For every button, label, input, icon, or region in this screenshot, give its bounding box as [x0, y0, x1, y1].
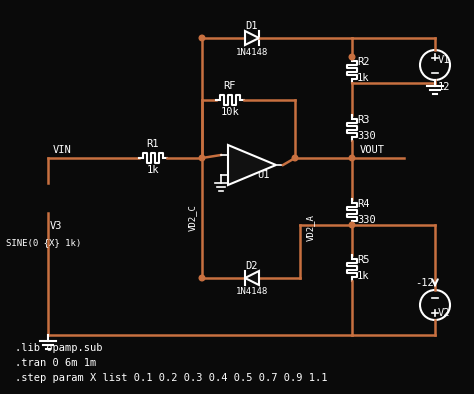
- Text: R3: R3: [357, 115, 370, 125]
- Text: U1: U1: [257, 170, 270, 180]
- Text: +: +: [230, 169, 237, 182]
- Text: D1: D1: [246, 21, 258, 31]
- Text: R2: R2: [357, 57, 370, 67]
- Text: VD2_A: VD2_A: [306, 215, 315, 242]
- Polygon shape: [228, 145, 276, 185]
- Text: VD2_C: VD2_C: [188, 204, 197, 231]
- Text: VIN: VIN: [53, 145, 72, 155]
- Text: 1N4148: 1N4148: [236, 48, 268, 56]
- Text: R1: R1: [147, 139, 159, 149]
- Text: RF: RF: [224, 81, 236, 91]
- Circle shape: [199, 35, 205, 41]
- Text: SINE(0 {X} 1k): SINE(0 {X} 1k): [6, 238, 81, 247]
- Text: V3: V3: [50, 221, 63, 231]
- Text: D2: D2: [246, 261, 258, 271]
- Text: 12: 12: [438, 82, 450, 92]
- Polygon shape: [245, 31, 259, 45]
- Text: 1k: 1k: [147, 165, 159, 175]
- Circle shape: [349, 54, 355, 60]
- Circle shape: [199, 155, 205, 161]
- Text: 1N4148: 1N4148: [236, 288, 268, 297]
- Text: V2: V2: [438, 308, 450, 318]
- Text: .lib opamp.sub: .lib opamp.sub: [15, 343, 102, 353]
- Text: .step param X list 0.1 0.2 0.3 0.4 0.5 0.7 0.9 1.1: .step param X list 0.1 0.2 0.3 0.4 0.5 0…: [15, 373, 328, 383]
- Text: 330: 330: [357, 131, 376, 141]
- Circle shape: [292, 155, 298, 161]
- Text: -12: -12: [415, 278, 434, 288]
- Text: 1k: 1k: [357, 73, 370, 83]
- Circle shape: [349, 222, 355, 228]
- Text: R5: R5: [357, 255, 370, 265]
- Polygon shape: [245, 271, 259, 285]
- Text: VOUT: VOUT: [360, 145, 385, 155]
- Text: .tran 0 6m 1m: .tran 0 6m 1m: [15, 358, 96, 368]
- Text: 330: 330: [357, 215, 376, 225]
- Text: 1k: 1k: [357, 271, 370, 281]
- Circle shape: [199, 275, 205, 281]
- Text: -: -: [230, 149, 237, 162]
- Text: R4: R4: [357, 199, 370, 209]
- Text: V1: V1: [438, 55, 450, 65]
- Text: 10k: 10k: [220, 107, 239, 117]
- Circle shape: [349, 155, 355, 161]
